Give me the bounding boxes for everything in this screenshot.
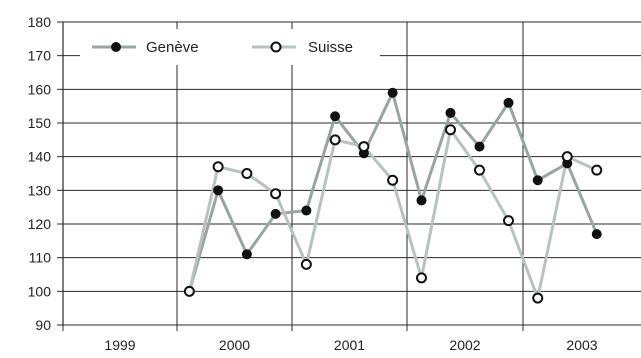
- data-point: [474, 164, 485, 176]
- grid-lines: [62, 21, 641, 331]
- y-tick-label: 130: [28, 182, 52, 198]
- data-point: [270, 188, 282, 200]
- y-tick-label: 120: [28, 216, 52, 232]
- data-point: [445, 124, 456, 136]
- data-point: [445, 107, 456, 118]
- y-tick-label: 140: [28, 149, 52, 165]
- legend: Genève Suisse: [80, 29, 380, 65]
- x-tick-label: 1999: [104, 337, 135, 353]
- data-point: [212, 161, 224, 173]
- data-point: [416, 272, 427, 284]
- data-point: [387, 87, 398, 98]
- axes: 90 100 110 120 130 140 150 160 170 180 1999 2000 200…: [28, 14, 598, 353]
- y-tick-label: 180: [28, 14, 52, 30]
- data-point: [591, 229, 602, 240]
- y-tick-label: 90: [35, 317, 51, 333]
- y-tick-label: 160: [28, 81, 52, 97]
- data-point: [241, 249, 252, 260]
- data-point: [183, 285, 195, 297]
- data-point: [532, 292, 544, 304]
- y-tick-label: 100: [28, 283, 52, 299]
- data-point: [474, 141, 485, 152]
- data-point: [301, 205, 312, 216]
- data-point: [358, 141, 370, 153]
- x-tick-label: 2000: [219, 337, 250, 353]
- data-point: [532, 175, 543, 186]
- data-point: [561, 151, 573, 163]
- x-tick-label: 2001: [334, 337, 365, 353]
- x-tick-label: 2003: [566, 337, 597, 353]
- y-tick-label: 110: [29, 250, 52, 266]
- data-point: [270, 208, 281, 219]
- data-point: [387, 174, 399, 186]
- data-point: [241, 168, 253, 179]
- legend-label: Suisse: [308, 39, 353, 56]
- data-point: [591, 164, 603, 176]
- data-point: [330, 111, 341, 122]
- y-tick-label: 170: [28, 48, 52, 64]
- series-line: [187, 88, 599, 292]
- x-tick-label: 2002: [449, 337, 480, 353]
- data-point: [329, 134, 341, 146]
- legend-marker: [111, 42, 121, 52]
- data-point: [416, 195, 427, 206]
- series-line: [187, 126, 598, 304]
- data-point: [503, 215, 514, 227]
- legend-marker: [270, 41, 282, 53]
- data-point: [503, 97, 514, 108]
- data-point: [300, 258, 312, 270]
- data-point: [213, 185, 224, 196]
- y-tick-label: 150: [28, 115, 52, 131]
- legend-label: Genève: [146, 39, 199, 56]
- series-group: [183, 87, 603, 304]
